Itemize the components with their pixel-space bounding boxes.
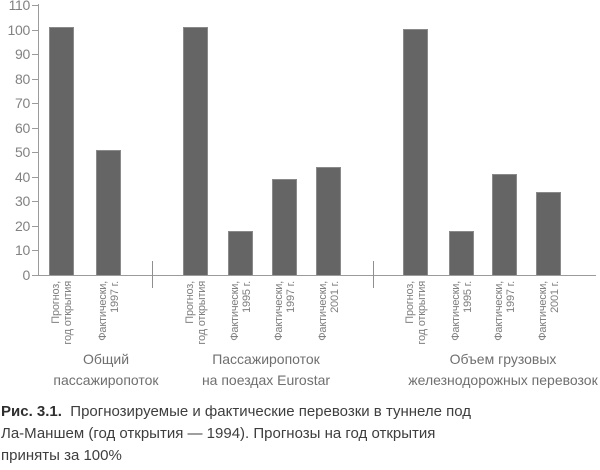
y-tick-label: 0 <box>22 267 31 283</box>
group-separator-tick <box>152 261 153 288</box>
x-tick-label-text: Фактически, 1997 г. <box>96 281 121 341</box>
bar <box>449 231 474 275</box>
x-tick-label-text: Фактически, 1997 г. <box>272 281 297 341</box>
caption-line2: Ла-Маншем (год открытия — 1994). Прогноз… <box>1 425 436 442</box>
bar <box>228 231 253 275</box>
y-tick-mark <box>32 4 38 6</box>
group-label: Объем грузовых железнодорожных перевозок <box>408 351 598 388</box>
chart-plot-area: 0 10 20 30 40 50 60 70 80 90 100 110 Прогноз, год от… <box>7 0 598 388</box>
x-tick-label-text: Фактически, 1997 г. <box>492 281 517 341</box>
y-tick-mark <box>32 250 38 252</box>
y-tick-mark <box>32 29 38 31</box>
y-tick-mark <box>32 225 38 227</box>
x-tick-label-text: Прогноз, год открытия <box>49 281 74 345</box>
bar <box>492 174 517 275</box>
y-tick-label: 60 <box>15 119 30 136</box>
y-tick-mark <box>32 54 38 56</box>
bar <box>316 167 341 275</box>
caption-line1: Прогнозируемые и фактические перевозки в… <box>70 403 472 420</box>
y-tick-label: 110 <box>8 0 31 13</box>
y-tick-label: 100 <box>7 21 31 38</box>
figure-number: Рис. 3.1. <box>1 403 62 420</box>
x-tick-label-text: Фактически, 2001 г. <box>536 281 561 341</box>
y-tick-label: 50 <box>15 144 30 161</box>
caption-line3: приняты за 100% <box>1 447 122 464</box>
group-label: Общий пассажиропоток <box>53 351 159 388</box>
bar <box>49 27 74 275</box>
y-tick-label: 20 <box>15 217 30 234</box>
y-tick-mark <box>32 103 38 105</box>
y-tick-label: 90 <box>15 46 30 63</box>
y-tick-label: 70 <box>15 95 30 112</box>
y-tick-label: 30 <box>15 193 30 210</box>
x-axis-line <box>38 275 596 276</box>
x-tick-label-text: Фактически, 1995 г. <box>228 281 253 341</box>
y-tick-label: 40 <box>15 168 30 185</box>
bar <box>96 150 121 275</box>
y-axis-line <box>38 4 39 276</box>
y-tick-mark <box>32 176 38 178</box>
y-tick-mark <box>32 152 38 154</box>
y-tick-mark <box>32 78 38 80</box>
x-tick-label-text: Фактически, 2001 г. <box>316 281 341 341</box>
group-label: Пассажиропоток на поездах Eurostar <box>201 351 331 388</box>
bar <box>536 192 561 275</box>
y-tick-mark <box>32 275 38 276</box>
caption-line: Рис. 3.1. Прогнозируемые и фактические п… <box>1 401 591 423</box>
y-tick-mark <box>32 127 38 129</box>
y-tick-label: 10 <box>15 242 30 259</box>
x-tick-label-text: Прогноз, год открытия <box>183 281 208 345</box>
figure-caption: Рис. 3.1. Прогнозируемые и фактические п… <box>1 401 591 467</box>
y-tick-mark <box>32 201 38 203</box>
x-tick-label-text: Фактически, 1995 г. <box>449 281 474 341</box>
y-tick-label: 80 <box>15 70 30 87</box>
group-separator-tick <box>373 261 374 288</box>
bar <box>403 29 428 275</box>
bar <box>272 179 297 275</box>
x-tick-label-text: Прогноз, год открытия <box>403 281 428 345</box>
bar <box>183 27 208 275</box>
